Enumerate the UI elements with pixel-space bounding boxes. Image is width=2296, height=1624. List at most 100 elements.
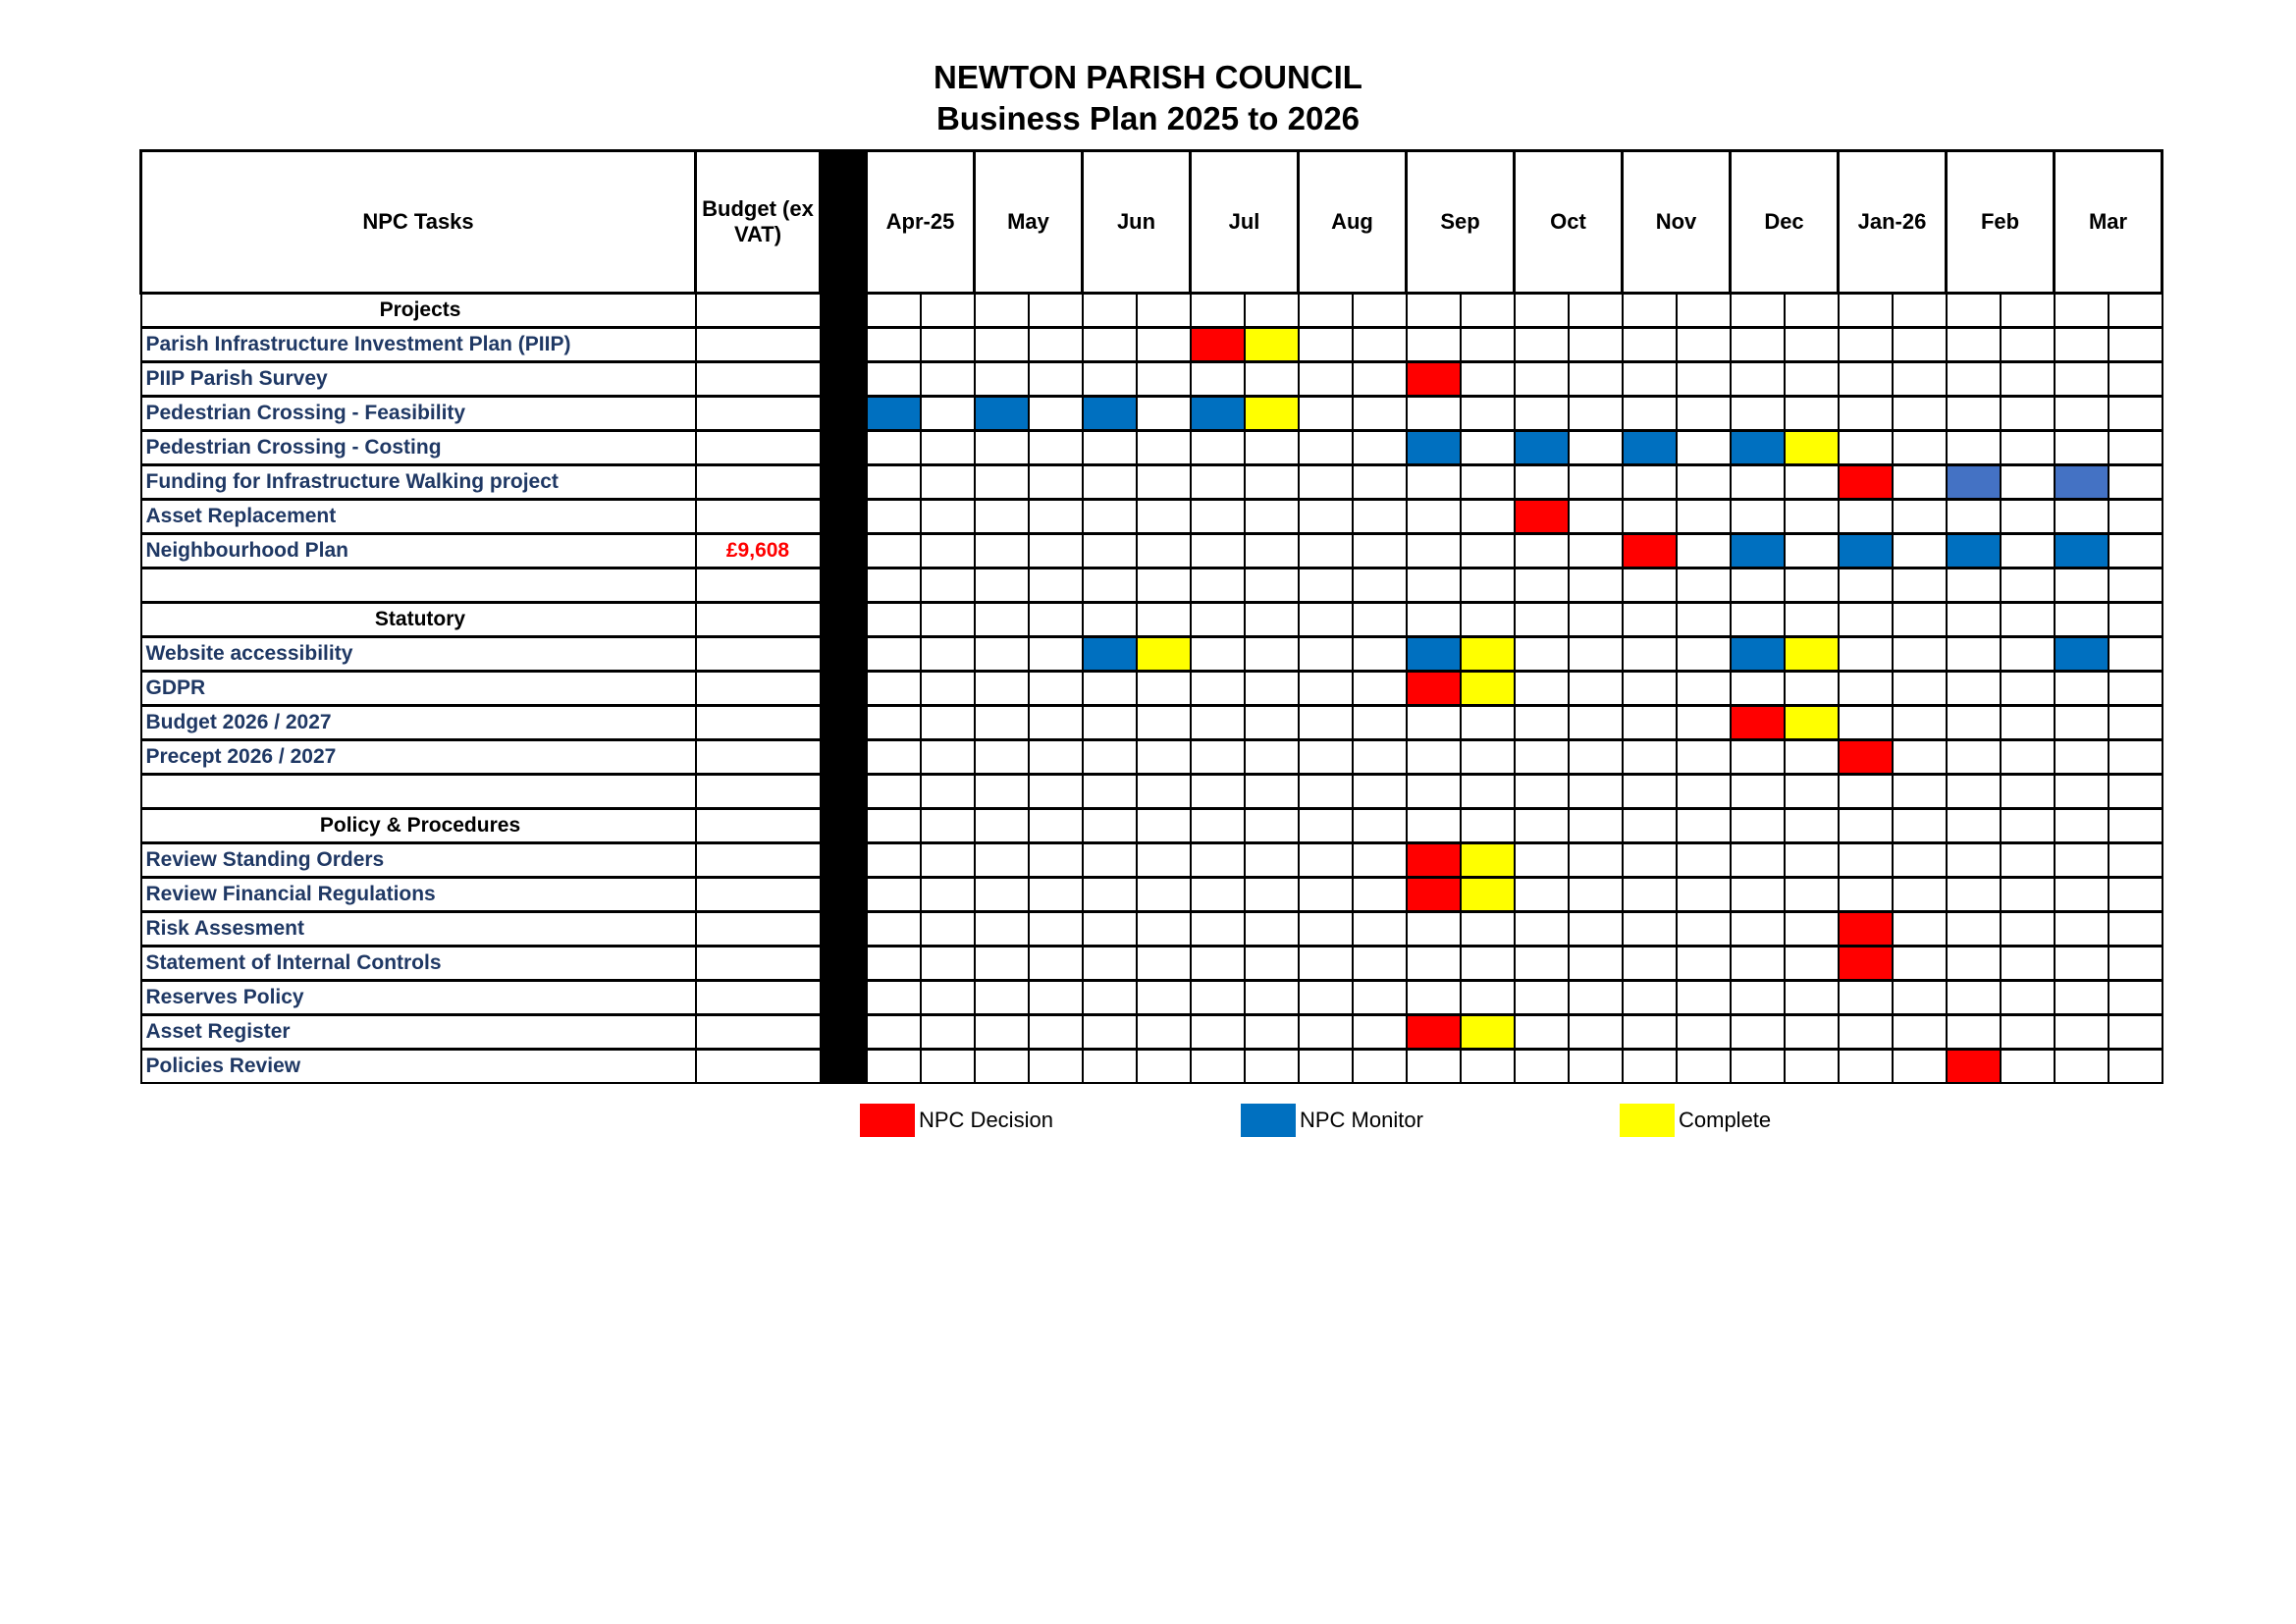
task-label: Neighbourhood Plan	[139, 532, 697, 569]
schedule-cell	[1783, 567, 1840, 604]
schedule-cell	[1675, 979, 1732, 1016]
schedule-cell	[1999, 498, 2056, 535]
schedule-cell	[1675, 532, 1732, 569]
schedule-cell	[865, 807, 922, 844]
schedule-cell	[1729, 876, 1786, 913]
schedule-cell	[1027, 876, 1084, 913]
schedule-cell	[1675, 292, 1732, 329]
schedule-cell	[1729, 326, 1786, 363]
schedule-cell	[1783, 876, 1840, 913]
schedule-cell	[973, 807, 1030, 844]
schedule-cell	[1405, 326, 1462, 363]
schedule-cell	[1513, 601, 1570, 638]
schedule-cell	[1837, 395, 1894, 432]
schedule-cell	[1297, 463, 1354, 501]
schedule-cell	[1243, 463, 1300, 501]
separator-bar	[819, 532, 868, 569]
schedule-cell	[1351, 532, 1408, 569]
schedule-cell	[2053, 498, 2109, 535]
separator-bar	[819, 979, 868, 1016]
schedule-cell	[1189, 1048, 1246, 1084]
schedule-cell	[1405, 910, 1462, 947]
budget-cell	[694, 326, 822, 363]
schedule-cell	[1891, 532, 1948, 569]
schedule-cell	[1567, 910, 1624, 947]
schedule-cell	[1351, 1048, 1408, 1084]
budget-cell	[694, 738, 822, 776]
schedule-cell	[1783, 841, 1840, 879]
schedule-cell	[1675, 498, 1732, 535]
schedule-cell	[1027, 532, 1084, 569]
schedule-cell	[1513, 841, 1570, 879]
schedule-cell	[1999, 635, 2056, 673]
schedule-cell	[1405, 1013, 1462, 1051]
schedule-cell	[1459, 704, 1516, 741]
schedule-cell	[1675, 429, 1732, 466]
schedule-cell	[1189, 498, 1246, 535]
schedule-cell	[1891, 360, 1948, 398]
schedule-cell	[1405, 532, 1462, 569]
schedule-cell	[1567, 773, 1624, 810]
schedule-cell	[1459, 738, 1516, 776]
schedule-cell	[1567, 567, 1624, 604]
schedule-cell	[2053, 292, 2109, 329]
schedule-cell	[1243, 532, 1300, 569]
schedule-cell	[865, 360, 922, 398]
schedule-cell	[1945, 773, 2002, 810]
schedule-cell	[1081, 360, 1138, 398]
schedule-cell	[1999, 876, 2056, 913]
schedule-cell	[1783, 670, 1840, 707]
schedule-cell	[1081, 292, 1138, 329]
schedule-cell	[1837, 704, 1894, 741]
month-header: May	[973, 149, 1084, 295]
schedule-cell	[865, 635, 922, 673]
schedule-cell	[1297, 395, 1354, 432]
schedule-cell	[1081, 945, 1138, 982]
schedule-cell	[1783, 1013, 1840, 1051]
schedule-cell	[1459, 463, 1516, 501]
schedule-cell	[973, 979, 1030, 1016]
schedule-cell	[1999, 738, 2056, 776]
schedule-cell	[1999, 326, 2056, 363]
table-row: Website accessibility	[139, 635, 2163, 673]
schedule-cell	[1945, 841, 2002, 879]
schedule-cell	[1621, 292, 1678, 329]
schedule-cell	[1081, 807, 1138, 844]
schedule-cell	[1891, 567, 1948, 604]
schedule-cell	[2053, 463, 2109, 501]
table-row: Neighbourhood Plan £9,608	[139, 532, 2163, 569]
schedule-cell	[1621, 463, 1678, 501]
schedule-cell	[1189, 704, 1246, 741]
legend-label: Complete	[1679, 1108, 1772, 1132]
schedule-cell	[1675, 876, 1732, 913]
schedule-cell	[1729, 532, 1786, 569]
schedule-cell	[1027, 567, 1084, 604]
schedule-cell	[1945, 292, 2002, 329]
schedule-cell	[1783, 360, 1840, 398]
schedule-cell	[1513, 360, 1570, 398]
schedule-cell	[865, 876, 922, 913]
schedule-cell	[1135, 704, 1192, 741]
schedule-cell	[1405, 567, 1462, 604]
schedule-cell	[1243, 635, 1300, 673]
schedule-cell	[1243, 292, 1300, 329]
schedule-cell	[1729, 945, 1786, 982]
schedule-cell	[1459, 670, 1516, 707]
schedule-cell	[1459, 292, 1516, 329]
task-label: Policies Review	[139, 1048, 697, 1084]
schedule-cell	[1027, 1013, 1084, 1051]
schedule-cell	[1837, 635, 1894, 673]
schedule-cell	[919, 429, 976, 466]
schedule-cell	[1675, 807, 1732, 844]
schedule-cell	[1351, 979, 1408, 1016]
schedule-cell	[1081, 670, 1138, 707]
schedule-cell	[1405, 773, 1462, 810]
schedule-cell	[1027, 635, 1084, 673]
schedule-cell	[1351, 463, 1408, 501]
schedule-cell	[1945, 670, 2002, 707]
table-row: Pedestrian Crossing - Feasibility	[139, 395, 2163, 432]
task-label: Funding for Infrastructure Walking proje…	[139, 463, 697, 501]
schedule-cell	[1891, 738, 1948, 776]
schedule-cell	[1891, 876, 1948, 913]
separator-bar	[819, 807, 868, 844]
